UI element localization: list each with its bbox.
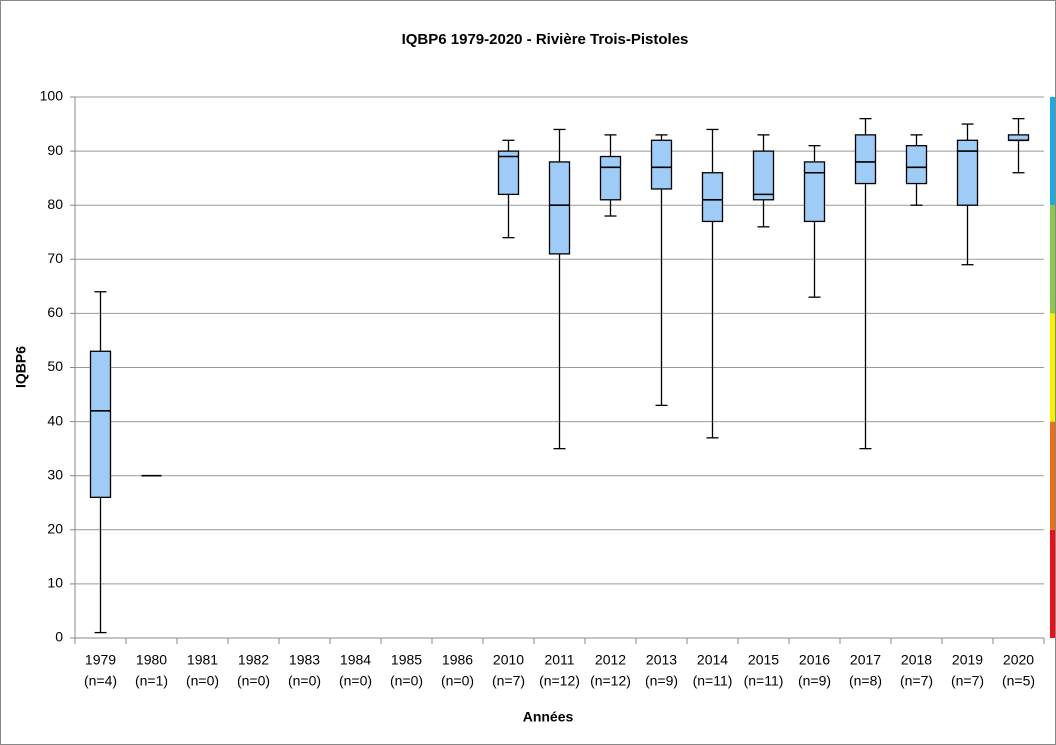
chart-title: IQBP6 1979-2020 - Rivière Trois-Pistoles: [402, 31, 689, 48]
box: [701, 172, 724, 223]
x-tick-label: 1983: [289, 652, 320, 668]
box: [854, 134, 877, 185]
x-count-label: (n=5): [1002, 673, 1035, 689]
box: [497, 150, 520, 196]
y-tick-label: 20: [47, 521, 63, 537]
class-band: [1050, 97, 1055, 206]
x-tick-label: 2017: [850, 652, 881, 668]
y-tick-label: 0: [55, 629, 63, 645]
y-axis-label: IQBP6: [13, 346, 29, 388]
class-band: [1050, 529, 1055, 638]
x-count-label: (n=1): [135, 673, 168, 689]
box: [803, 161, 826, 223]
x-count-label: (n=7): [492, 673, 525, 689]
x-axis-label: Années: [523, 709, 574, 725]
y-tick-label: 90: [47, 142, 63, 158]
x-tick-label: 2011: [544, 652, 574, 668]
x-tick-label: 1982: [238, 652, 269, 668]
y-tick-label: 100: [40, 88, 64, 104]
y-tick-label: 40: [47, 412, 63, 428]
box: [956, 139, 979, 206]
x-count-label: (n=9): [645, 673, 678, 689]
x-count-label: (n=8): [849, 673, 882, 689]
x-tick-label: 2012: [595, 652, 626, 668]
x-tick-label: 2010: [493, 652, 524, 668]
x-count-label: (n=12): [539, 673, 580, 689]
box: [650, 139, 673, 190]
x-tick-label: 2019: [952, 652, 983, 668]
x-count-label: (n=11): [744, 673, 784, 689]
y-tick-label: 30: [47, 466, 63, 482]
x-count-label: (n=12): [590, 673, 631, 689]
x-count-label: (n=11): [693, 673, 733, 689]
y-tick-label: 60: [47, 304, 63, 320]
x-tick-label: 2018: [901, 652, 932, 668]
x-count-label: (n=0): [390, 673, 423, 689]
y-tick-label: 10: [47, 575, 63, 591]
box: [599, 155, 622, 201]
x-tick-label: 1986: [442, 652, 473, 668]
x-tick-label: 1984: [340, 652, 371, 668]
x-count-label: (n=7): [900, 673, 933, 689]
box: [548, 161, 571, 255]
x-tick-label: 2014: [697, 652, 728, 668]
x-tick-label: 1980: [136, 652, 167, 668]
x-tick-label: 2020: [1003, 652, 1034, 668]
class-band: [1050, 313, 1055, 422]
x-tick-label: 1979: [85, 652, 116, 668]
y-tick-label: 70: [47, 250, 63, 266]
x-count-label: (n=7): [951, 673, 984, 689]
x-count-label: (n=0): [186, 673, 219, 689]
y-tick-label: 80: [47, 196, 63, 212]
x-tick-label: 1985: [391, 652, 422, 668]
x-tick-label: 2013: [646, 652, 677, 668]
x-count-label: (n=4): [84, 673, 117, 689]
class-band: [1050, 421, 1055, 530]
x-count-label: (n=9): [798, 673, 831, 689]
box: [89, 350, 112, 498]
x-count-label: (n=0): [288, 673, 321, 689]
x-tick-label: 2016: [799, 652, 830, 668]
x-tick-label: 1981: [187, 652, 218, 668]
x-tick-label: 2015: [748, 652, 779, 668]
x-count-label: (n=0): [339, 673, 372, 689]
box: [905, 145, 928, 185]
box: [752, 150, 775, 201]
x-count-label: (n=0): [237, 673, 270, 689]
class-band: [1050, 205, 1055, 314]
x-count-label: (n=0): [441, 673, 474, 689]
box: [1007, 134, 1030, 141]
y-tick-label: 50: [47, 358, 63, 374]
